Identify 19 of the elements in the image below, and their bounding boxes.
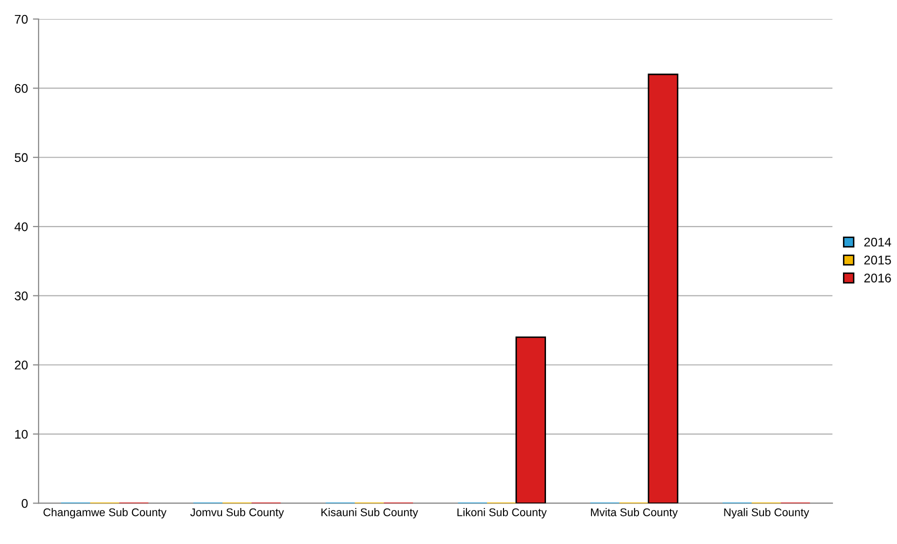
x-tick-label: Jomvu Sub County	[190, 508, 284, 518]
legend-label: 2014	[864, 238, 892, 247]
bar	[648, 74, 678, 504]
y-tick-label: 10	[15, 430, 28, 439]
y-tick-label: 50	[14, 153, 28, 162]
x-tick-label: Kisauni Sub County	[321, 508, 418, 518]
x-tick-label: Nyali Sub County	[724, 508, 810, 518]
x-tick-label: Mvita Sub County	[591, 508, 678, 518]
y-tick-label: 60	[14, 84, 28, 93]
legend-label: 2016	[864, 274, 891, 282]
y-tick-label: 30	[14, 292, 28, 300]
y-tick-label: 40	[14, 222, 28, 232]
x-tick-label: Likoni Sub County	[457, 508, 547, 518]
bar	[516, 336, 546, 504]
y-tick-label: 0	[22, 499, 28, 508]
x-tick-label: Changamwe Sub County	[44, 508, 166, 518]
y-tick-label: 20	[14, 360, 28, 370]
legend-label: 2015	[864, 256, 891, 265]
y-tick-label: 70	[14, 14, 28, 24]
